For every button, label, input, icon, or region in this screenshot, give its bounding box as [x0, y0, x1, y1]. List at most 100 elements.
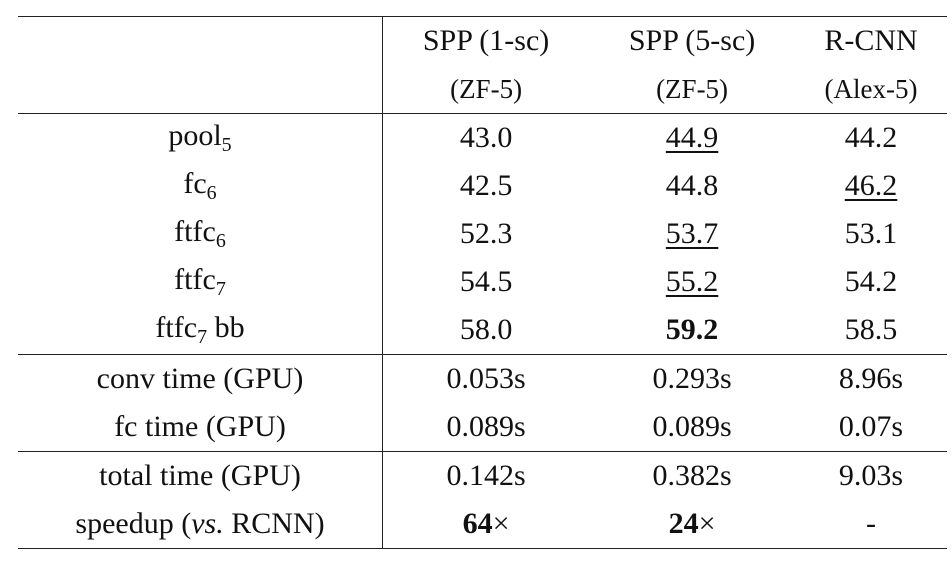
cell-text: 59.2 — [665, 313, 719, 346]
value-cell: 8.96s — [794, 354, 947, 403]
value-cell: 0.053s — [382, 354, 590, 403]
cell-text: 44.9 — [665, 121, 719, 154]
value-cell: 0.07s — [795, 403, 947, 452]
value-cell: 0.382s — [589, 451, 795, 500]
row-label: fc6 — [18, 162, 383, 210]
value-cell: 64× — [382, 500, 590, 549]
cell-text: ftfc — [174, 215, 216, 248]
header-row: SPP (1-sc) SPP (5-sc) R-CNN — [18, 16, 947, 65]
column-header: SPP (5-sc) — [589, 16, 795, 65]
cell-text: fc — [183, 167, 207, 200]
data-row: ftfc6 52.3 53.7 53.1 — [18, 210, 947, 258]
cell-text: 44.2 — [844, 121, 898, 154]
value-cell: - — [794, 500, 947, 549]
data-row: conv time (GPU) 0.053s 0.293s 8.96s — [18, 354, 947, 403]
cell-text: 9.03s — [838, 459, 904, 492]
column-header: SPP (1-sc) — [382, 16, 590, 65]
value-cell: 54.2 — [795, 258, 947, 306]
column-subheader: (ZF-5) — [656, 73, 729, 104]
cell-text: 7 — [197, 326, 208, 348]
value-cell: 55.2 — [589, 258, 795, 306]
cell-text: ftfc — [155, 311, 198, 344]
value-cell: 58.5 — [795, 306, 947, 355]
value-cell: 44.2 — [794, 113, 947, 162]
row-label: speedup (vs. RCNN) — [18, 500, 383, 549]
row-label: conv time (GPU) — [18, 354, 383, 403]
value-cell: 24× — [589, 500, 795, 549]
cell-text: - — [865, 507, 876, 540]
value-cell: 58.0 — [383, 306, 590, 355]
column-subheader: (ZF-5) — [450, 73, 523, 104]
cell-text: 46.2 — [844, 169, 898, 202]
cell-text: RCNN) — [223, 507, 325, 540]
cell-text: 8.96s — [838, 362, 904, 395]
cell-text: 0.293s — [652, 362, 732, 395]
cell-text: fc time (GPU) — [114, 410, 286, 443]
cell-text: speedup ( — [75, 507, 192, 540]
cell-text: 7 — [215, 278, 226, 300]
value-cell: 0.142s — [382, 451, 590, 500]
value-cell: 42.5 — [383, 162, 590, 210]
cell-text: total time (GPU) — [99, 459, 301, 492]
value-cell: 43.0 — [382, 113, 590, 162]
data-row: speedup (vs. RCNN) 64× 24× - — [18, 500, 947, 549]
cell-text: 43.0 — [459, 121, 513, 154]
subheader-row: (ZF-5) (ZF-5) (Alex-5) — [18, 65, 947, 114]
cell-text: 0.089s — [652, 410, 732, 443]
row-label: pool5 — [18, 113, 383, 162]
cell-text: 53.1 — [844, 217, 898, 250]
value-cell: 44.8 — [589, 162, 795, 210]
cell-text: 6 — [215, 230, 226, 252]
value-cell: 0.293s — [589, 354, 795, 403]
value-cell: 59.2 — [589, 306, 795, 355]
cell-text: 5 — [221, 134, 232, 156]
table-body: SPP (1-sc) SPP (5-sc) R-CNN (ZF-5) (ZF-5) (Al… — [18, 16, 947, 549]
data-row: pool5 43.0 44.9 44.2 — [18, 113, 947, 162]
cell-text: 0.142s — [446, 459, 526, 492]
results-table: SPP (1-sc) SPP (5-sc) R-CNN (ZF-5) (ZF-5) (Al… — [18, 16, 947, 549]
row-label: ftfc7 bb — [18, 306, 383, 355]
row-label: ftfc7 — [18, 258, 383, 306]
cell-text: × — [698, 507, 716, 540]
value-cell: 9.03s — [794, 451, 947, 500]
cell-text: bb — [207, 311, 245, 344]
corner-cell — [18, 65, 383, 114]
column-subheader: (Alex-5) — [824, 73, 918, 104]
cell-text: conv time (GPU) — [96, 362, 304, 395]
value-cell: 53.1 — [795, 210, 947, 258]
value-cell: 53.7 — [589, 210, 795, 258]
cell-text: 0.07s — [838, 410, 904, 443]
cell-text: ftfc — [174, 263, 216, 296]
cell-text: 6 — [206, 182, 217, 204]
value-cell: 54.5 — [383, 258, 590, 306]
cell-text: vs. — [191, 507, 224, 540]
row-label: ftfc6 — [18, 210, 383, 258]
value-cell: 52.3 — [383, 210, 590, 258]
cell-text: 54.2 — [844, 265, 898, 298]
cell-text: 24 — [668, 507, 699, 540]
cell-text: × — [492, 507, 510, 540]
cell-text: 0.089s — [446, 410, 526, 443]
cell-text: 53.7 — [665, 217, 719, 250]
data-row: total time (GPU) 0.142s 0.382s 9.03s — [18, 451, 947, 500]
value-cell: 46.2 — [795, 162, 947, 210]
cell-text: 52.3 — [459, 217, 513, 250]
data-row: fc6 42.5 44.8 46.2 — [18, 162, 947, 210]
data-row: ftfc7 bb 58.0 59.2 58.5 — [18, 306, 947, 355]
data-row: fc time (GPU) 0.089s 0.089s 0.07s — [18, 403, 947, 452]
cell-text: 42.5 — [459, 169, 513, 202]
cell-text: 44.8 — [665, 169, 719, 202]
cell-text: 58.5 — [844, 313, 898, 346]
value-cell: 0.089s — [589, 403, 795, 452]
cell-text: 54.5 — [459, 265, 513, 298]
cell-text: pool — [168, 119, 222, 152]
cell-text: 0.382s — [652, 459, 732, 492]
row-label: total time (GPU) — [18, 451, 383, 500]
cell-text: 64 — [462, 507, 493, 540]
cell-text: 58.0 — [459, 313, 513, 346]
column-header: R-CNN — [794, 16, 947, 65]
corner-cell — [18, 16, 383, 65]
value-cell: 0.089s — [383, 403, 590, 452]
row-label: fc time (GPU) — [18, 403, 383, 452]
